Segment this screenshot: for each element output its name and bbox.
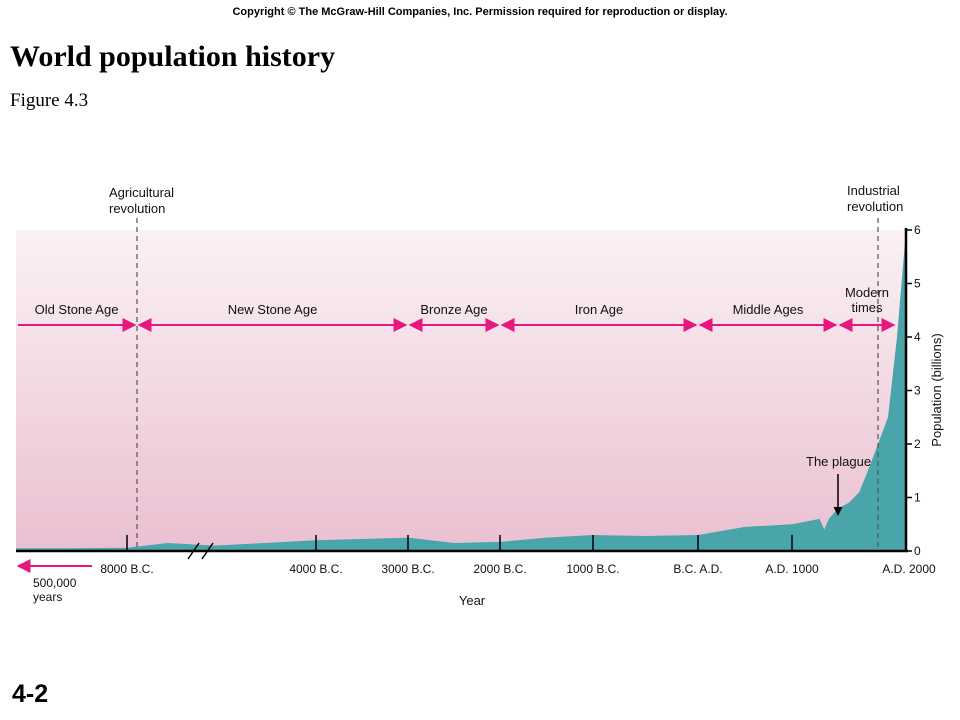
copyright-notice: Copyright © The McGraw-Hill Companies, I… bbox=[232, 6, 728, 18]
figure-label: Figure 4.3 bbox=[10, 90, 89, 111]
left-time-label-line: years bbox=[33, 590, 62, 604]
slide-number: 4-2 bbox=[12, 680, 49, 708]
x-tick-label-6: A.D. 1000 bbox=[765, 562, 819, 576]
era-label-3: Iron Age bbox=[575, 302, 623, 317]
era-label-0-line: Old Stone Age bbox=[35, 302, 119, 317]
era-label-2-line: Bronze Age bbox=[420, 302, 487, 317]
y-tick-label-4: 4 bbox=[914, 330, 921, 344]
era-label-4: Middle Ages bbox=[733, 302, 804, 317]
agricultural-revolution-label-line: revolution bbox=[109, 201, 165, 216]
y-tick-label-0: 0 bbox=[914, 544, 921, 558]
x-tick-label-3: 2000 B.C. bbox=[473, 562, 526, 576]
x-tick-label-2: 3000 B.C. bbox=[381, 562, 434, 576]
chart-background-band bbox=[16, 230, 906, 550]
industrial-revolution-label-line: revolution bbox=[847, 199, 903, 214]
x-tick-label-0: 8000 B.C. bbox=[100, 562, 153, 576]
x-axis-label: Year bbox=[459, 593, 486, 608]
y-tick-label-6: 6 bbox=[914, 223, 921, 237]
x-tick-label-4: 1000 B.C. bbox=[566, 562, 619, 576]
era-label-0: Old Stone Age bbox=[35, 302, 119, 317]
era-label-2: Bronze Age bbox=[420, 302, 487, 317]
revolution-lines bbox=[136, 218, 879, 551]
x-tick-label-5: B.C. A.D. bbox=[673, 562, 722, 576]
era-label-1-line: New Stone Age bbox=[228, 302, 318, 317]
agricultural-revolution-label: Agricultural revolution bbox=[109, 185, 174, 216]
axis-break-mark bbox=[187, 542, 200, 560]
left-time-label: 500,000 years bbox=[33, 576, 77, 604]
x-tick-label-1: 4000 B.C. bbox=[289, 562, 342, 576]
era-label-5: Modern times bbox=[845, 285, 889, 315]
era-label-5-line: Modern bbox=[845, 285, 889, 300]
plague-label: The plague bbox=[806, 454, 871, 469]
y-tick-label-3: 3 bbox=[914, 384, 921, 398]
y-axis-label: Population (billions) bbox=[929, 333, 944, 446]
y-tick-label-2: 2 bbox=[914, 437, 921, 451]
x-tick-label-7: A.D. 2000 bbox=[882, 562, 936, 576]
era-arrows: Old Stone Age New Stone Age Bronze Age Iron… bbox=[18, 285, 896, 332]
industrial-revolution-label: Industrial revolution bbox=[847, 183, 903, 214]
era-label-3-line: Iron Age bbox=[575, 302, 623, 317]
industrial-revolution-label-line: Industrial bbox=[847, 183, 900, 198]
y-tick-label-5: 5 bbox=[914, 277, 921, 291]
axes: 0 1 2 3 4 5 6 Population (billions) 8000 B.C. 400… bbox=[16, 223, 944, 608]
axis-break-mark bbox=[201, 542, 214, 560]
left-time-label-line: 500,000 bbox=[33, 576, 77, 590]
era-label-5-line: times bbox=[851, 300, 883, 315]
agricultural-revolution-label-line: Agricultural bbox=[109, 185, 174, 200]
slide-title: World population history bbox=[10, 40, 336, 73]
y-tick-label-1: 1 bbox=[914, 491, 921, 505]
era-label-1: New Stone Age bbox=[228, 302, 318, 317]
era-label-4-line: Middle Ages bbox=[733, 302, 804, 317]
